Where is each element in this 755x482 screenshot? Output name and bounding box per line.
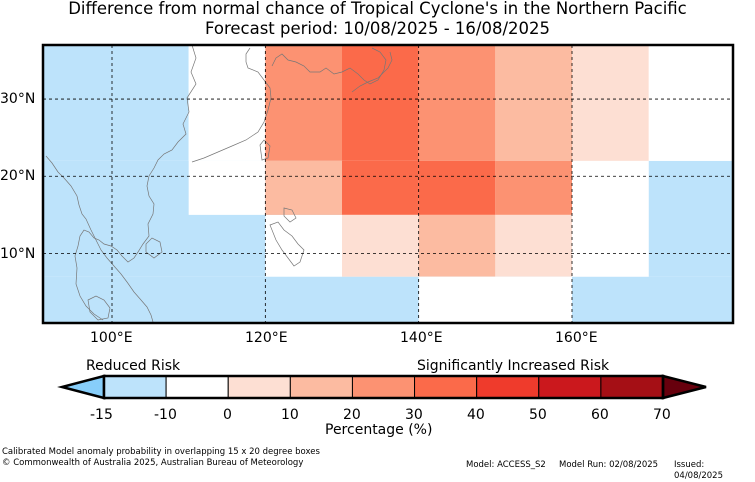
lon-label-160: 160°E xyxy=(555,330,598,346)
colorbar-tick-label: 70 xyxy=(653,407,671,423)
colorbar-segment xyxy=(351,375,416,399)
lon-label-100: 100°E xyxy=(90,330,133,346)
anomaly-cell xyxy=(43,45,189,161)
forecast-period: Forecast period: 10/08/2025 - 16/08/2025 xyxy=(204,19,551,38)
colorbar-segment xyxy=(227,375,291,399)
colorbar-segment xyxy=(289,375,353,399)
map-frame xyxy=(41,43,735,325)
anomaly-cell xyxy=(418,45,496,161)
colorbar-tick-label: 10 xyxy=(281,407,299,423)
anomaly-cell xyxy=(495,214,572,277)
anomaly-cell xyxy=(265,160,342,215)
lon-label-140: 140°E xyxy=(400,330,443,346)
anomaly-cell xyxy=(342,45,419,161)
colorbar-segment xyxy=(414,375,478,399)
anomaly-cell xyxy=(418,214,496,277)
issued-date: Issued: 04/08/2025 xyxy=(674,460,723,481)
lat-label-20: 20°N xyxy=(0,168,36,184)
colorbar-outline xyxy=(102,374,665,400)
colorbar-tick-label: -10 xyxy=(154,407,177,423)
anomaly-cell xyxy=(648,160,733,277)
anomaly-cell xyxy=(495,45,572,161)
anomaly-cells xyxy=(43,45,733,323)
anomaly-cell xyxy=(43,276,733,323)
anomaly-cell xyxy=(495,160,572,215)
map-title: Difference from normal chance of Tropica… xyxy=(68,0,687,18)
increased-risk-label: Significantly Increased Risk xyxy=(417,358,610,374)
method-note: Calibrated Model anomaly probability in … xyxy=(2,447,320,457)
anomaly-cell xyxy=(188,45,266,161)
anomaly-cell xyxy=(572,160,649,215)
forecast-map xyxy=(41,43,735,400)
anomaly-cell xyxy=(418,160,496,215)
anomaly-cell xyxy=(342,214,419,277)
colorbar-segment xyxy=(476,375,540,399)
graticule xyxy=(43,45,733,323)
model-name: Model: ACCESS_S2 xyxy=(466,460,546,470)
anomaly-cell xyxy=(648,45,733,161)
anomaly-cell xyxy=(572,214,649,277)
reduced-risk-label: Reduced Risk xyxy=(86,358,181,374)
anomaly-cell xyxy=(188,160,266,215)
lat-label-30: 30°N xyxy=(0,91,36,107)
colorbar-extend-low xyxy=(57,374,106,400)
lon-label-120: 120°E xyxy=(245,330,288,346)
colorbar-tick-label: 30 xyxy=(405,407,423,423)
colorbar-tick-label: 40 xyxy=(467,407,485,423)
anomaly-cell xyxy=(418,276,572,323)
colorbar-tick-label: 20 xyxy=(343,407,361,423)
colorbar-segment xyxy=(538,375,602,399)
lat-label-10: 10°N xyxy=(0,246,36,262)
anomaly-cell xyxy=(572,45,649,161)
model-run: Model Run: 02/08/2025 xyxy=(559,460,659,470)
copyright: © Commonwealth of Australia 2025, Austra… xyxy=(2,458,304,468)
colorbar-tick-label: 0 xyxy=(223,407,232,423)
colorbar-segment xyxy=(103,375,167,399)
anomaly-cell xyxy=(265,214,342,277)
colorbar-segment xyxy=(600,375,664,399)
colorbar-extend-high xyxy=(661,374,707,400)
colorbar-tick-label: 60 xyxy=(591,407,609,423)
colorbar-tick-label: 50 xyxy=(529,407,547,423)
coastlines xyxy=(45,44,393,323)
colorbar xyxy=(57,374,707,400)
anomaly-cell xyxy=(342,160,419,215)
colorbar-axis-label: Percentage (%) xyxy=(325,422,433,438)
anomaly-cell xyxy=(265,45,342,161)
colorbar-tick-label: -15 xyxy=(90,407,113,423)
colorbar-segment xyxy=(165,375,229,399)
